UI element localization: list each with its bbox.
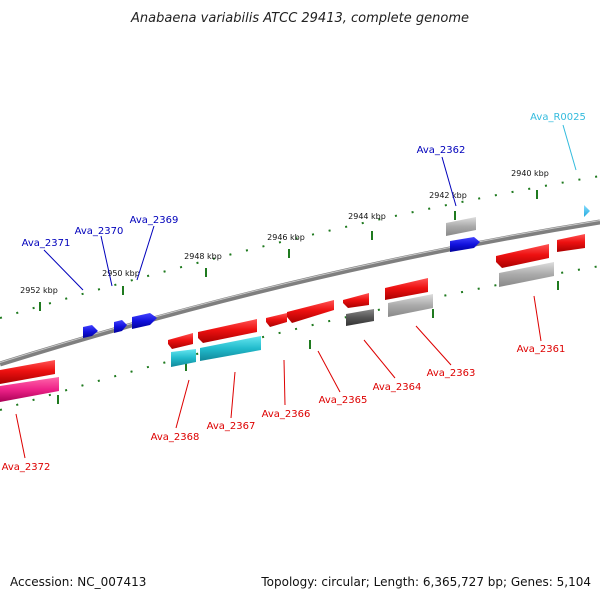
gene-label[interactable]: Ava_2361	[517, 344, 566, 355]
leader-line	[317, 350, 341, 393]
gene-ava-2368[interactable]	[168, 333, 193, 349]
scale-label: 2944 kbp	[348, 212, 386, 221]
scale-label: 2946 kbp	[267, 233, 305, 242]
gene-gray-upper[interactable]	[446, 217, 476, 236]
gene-label[interactable]: Ava_2368	[151, 432, 200, 443]
gene-label[interactable]: Ava_2366	[262, 409, 311, 420]
gene-ava-2369[interactable]	[132, 313, 157, 329]
map-title: Anabaena variabilis ATCC 29413, complete…	[130, 11, 469, 26]
accession-text: Accession: NC_007413	[10, 575, 146, 589]
gene-gray-mid[interactable]	[388, 294, 433, 317]
gene-label[interactable]: Ava_2363	[427, 368, 476, 379]
lower-gene-track	[0, 234, 585, 402]
gene-ava-2367[interactable]	[198, 319, 257, 343]
gene-ava-2361[interactable]	[496, 244, 549, 268]
gene-label[interactable]: Ava_2370	[75, 226, 124, 237]
lower-scale-major-ticks	[57, 281, 559, 404]
gene-ava-2364[interactable]	[343, 293, 369, 308]
leader-line	[175, 379, 190, 429]
leader-line	[230, 371, 236, 419]
gene-ava-2370[interactable]	[114, 320, 127, 333]
gene-red-right[interactable]	[557, 234, 585, 252]
leader-line	[562, 124, 577, 171]
scale-label: 2948 kbp	[184, 252, 222, 261]
gene-dark-mid[interactable]	[346, 309, 374, 326]
gene-label[interactable]: Ava_2362	[417, 145, 466, 156]
gene-cyan-mid[interactable]	[200, 336, 261, 361]
scale-label: 2950 kbp	[102, 269, 140, 278]
gene-ava-2372[interactable]	[0, 360, 55, 384]
gene-pink-left[interactable]	[0, 377, 59, 402]
gene-ava-2365[interactable]	[287, 300, 334, 323]
upper-scale-track	[0, 175, 600, 319]
gene-gray-right[interactable]	[499, 262, 554, 287]
leader-line	[100, 235, 113, 287]
leader-line	[136, 225, 155, 281]
leader-line	[533, 295, 542, 342]
gene-ava-2362[interactable]	[450, 237, 480, 252]
scale-label: 2942 kbp	[429, 191, 467, 200]
gene-ava-2366[interactable]	[266, 313, 287, 327]
gene-ava-2363[interactable]	[385, 278, 428, 300]
gene-label[interactable]: Ava_2365	[319, 395, 368, 406]
leader-line	[441, 156, 457, 207]
genome-backbone	[0, 219, 600, 367]
gene-label[interactable]: Ava_2364	[373, 382, 422, 393]
scale-label: 2940 kbp	[511, 169, 549, 178]
scale-label: 2952 kbp	[20, 286, 58, 295]
upper-gene-track	[83, 205, 590, 338]
gene-label[interactable]: Ava_2369	[130, 215, 179, 226]
upper-scale-major-ticks	[39, 190, 538, 311]
leader-line	[283, 359, 286, 406]
leader-line	[43, 249, 84, 291]
gene-cyan-left[interactable]	[171, 349, 196, 367]
gene-label[interactable]: Ava_2367	[207, 421, 256, 432]
leader-line	[15, 413, 26, 459]
gene-ava-r0025[interactable]	[584, 205, 590, 217]
leader-line	[363, 339, 396, 379]
gene-label[interactable]: Ava_2371	[22, 238, 71, 249]
gene-ava-2371[interactable]	[83, 325, 98, 338]
gene-label[interactable]: Ava_2372	[2, 462, 51, 473]
leader-line	[415, 325, 452, 366]
genome-summary-text: Topology: circular; Length: 6,365,727 bp…	[260, 575, 591, 589]
gene-label[interactable]: Ava_R0025	[530, 112, 586, 123]
leader-lines	[15, 124, 577, 459]
